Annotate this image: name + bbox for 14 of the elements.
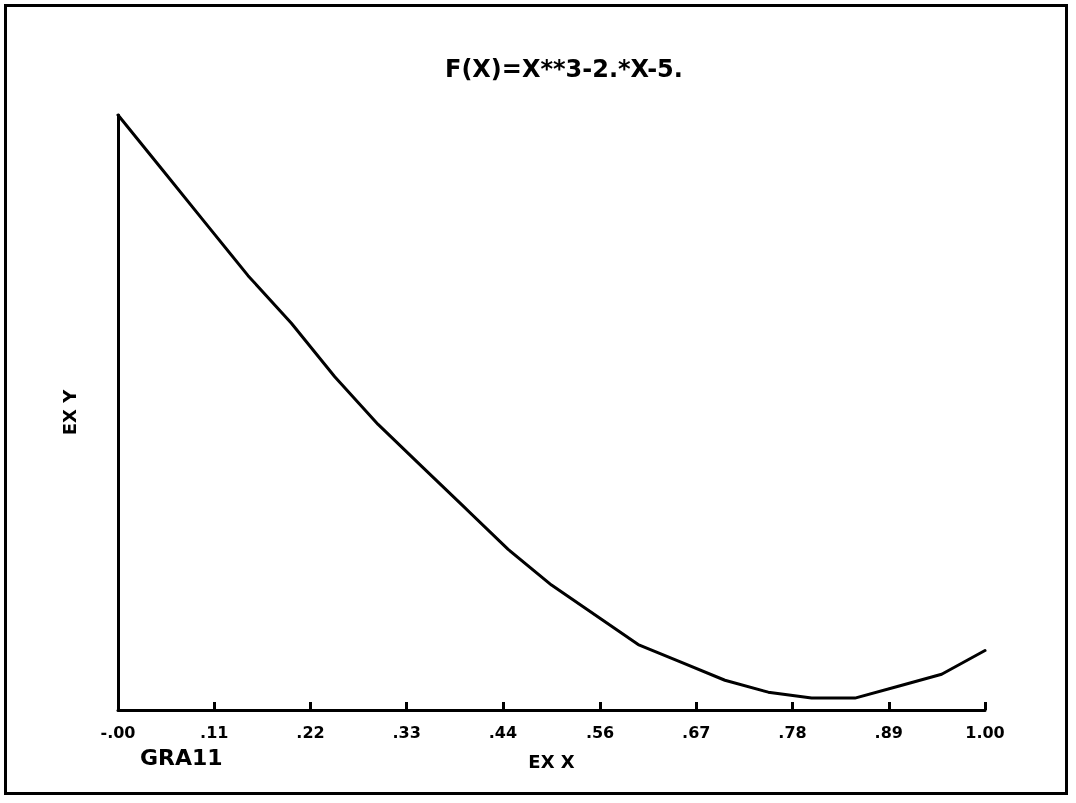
x-tick-label: .33 bbox=[392, 722, 421, 742]
x-tick-label: .44 bbox=[488, 722, 518, 742]
chart-title: F(X)=X**3-2.*X-5. bbox=[445, 55, 683, 83]
x-axis-title: EX X bbox=[528, 750, 575, 772]
x-tick-label: .67 bbox=[682, 722, 711, 742]
x-tick-label: .89 bbox=[874, 722, 903, 742]
x-tick-label: -.00 bbox=[100, 722, 136, 742]
text: GRA11 bbox=[140, 745, 223, 770]
x-tick-label: 1.00 bbox=[965, 722, 1005, 742]
x-tick-label: .22 bbox=[296, 722, 325, 742]
x-tick-label: .78 bbox=[778, 722, 807, 742]
y-axis-title: EX Y bbox=[58, 388, 80, 436]
x-tick-label: .56 bbox=[585, 722, 615, 742]
x-tick-label: .11 bbox=[200, 722, 229, 742]
